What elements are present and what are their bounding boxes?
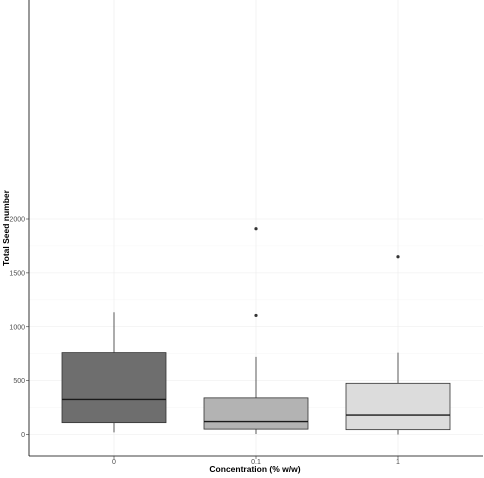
y-axis-title: Total Seed number [1, 189, 11, 266]
y-tick-label: 2000 [9, 217, 25, 224]
y-tick-label: 1000 [9, 324, 25, 331]
outlier-point [396, 255, 400, 259]
y-tick-label: 0 [21, 432, 25, 439]
outlier-point [254, 227, 258, 231]
axes [26, 0, 483, 459]
y-tick-label: 1500 [9, 270, 25, 277]
box-iqr [345, 382, 451, 431]
boxes [61, 227, 451, 435]
box-0.1 [203, 227, 309, 434]
box-1 [345, 255, 451, 435]
y-tick-label: 500 [13, 378, 25, 385]
box-iqr [203, 397, 309, 430]
box-0 [61, 312, 167, 433]
outlier-point [254, 313, 258, 318]
x-axis-title: Concentration (% w/w) [209, 464, 300, 474]
x-tick-label: 0.1 [251, 459, 261, 466]
tick-labels: 0 500 1000 1500 2000 0 0.1 1 [9, 217, 400, 467]
x-tick-label: 0 [112, 459, 116, 466]
x-tick-label: 1 [396, 459, 400, 466]
box-iqr [61, 352, 167, 424]
